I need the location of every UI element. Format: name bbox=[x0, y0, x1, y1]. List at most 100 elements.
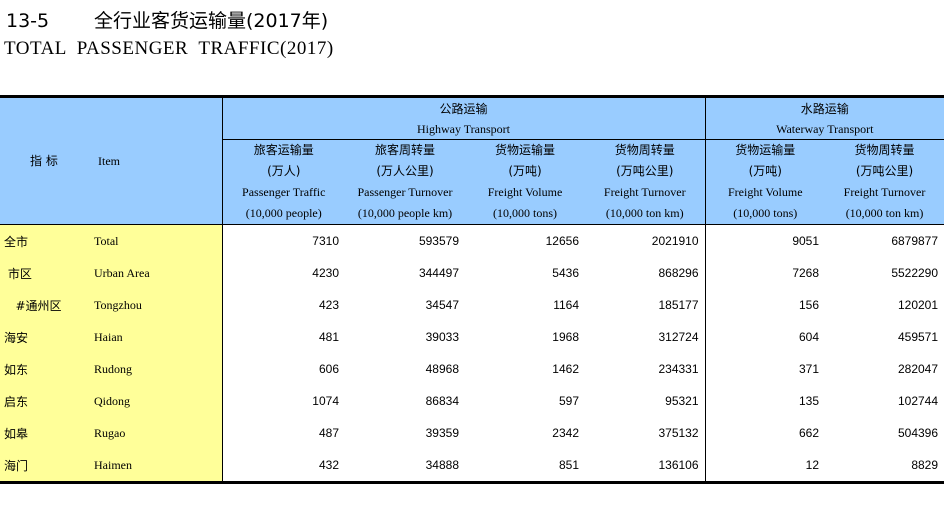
data-cell: 8829 bbox=[825, 449, 944, 484]
waterway-zh: 水路运输 bbox=[800, 102, 849, 116]
waterway-group-header: 水路运输 Waterway Transport bbox=[704, 95, 944, 140]
table-number: 13-5 bbox=[6, 10, 50, 32]
column-header-unit-zh: (万吨公里) bbox=[616, 164, 674, 178]
column-header-zh: 货物运输量 bbox=[735, 143, 796, 157]
table-title-en: TOTAL PASSENGER TRAFFIC(2017) bbox=[4, 38, 334, 59]
data-cell: 7310 bbox=[312, 233, 339, 248]
data-cell: 48968 bbox=[425, 362, 459, 376]
region-name-zh: 海安 bbox=[0, 321, 88, 353]
indicator-header-zh: 指 标 bbox=[0, 95, 88, 225]
column-header-zh: 货物周转量 bbox=[614, 143, 675, 157]
column-header-en: Passenger Turnover bbox=[357, 185, 453, 199]
column-header: 货物运输量 (万吨) Freight Volume (10,000 tons) bbox=[704, 139, 826, 225]
data-cell: 136106 bbox=[585, 449, 706, 484]
data-cell: 102744 bbox=[897, 394, 939, 408]
column-header-unit-en: (10,000 ton km) bbox=[845, 206, 924, 220]
column-header-en: Freight Volume bbox=[727, 185, 803, 199]
region-name-en: Haimen bbox=[88, 449, 223, 484]
region-name-en: Tongzhou bbox=[88, 289, 223, 321]
data-cell: 39359 bbox=[425, 426, 459, 440]
data-cell: 234331 bbox=[658, 362, 699, 376]
data-cell: 6879877 bbox=[891, 233, 939, 248]
region-name-zh: 全市 bbox=[0, 224, 88, 257]
data-cell: 375132 bbox=[658, 426, 699, 440]
data-cell: 12 bbox=[704, 449, 826, 484]
column-header-unit-zh: (万人公里) bbox=[376, 164, 434, 178]
data-cell: 5522290 bbox=[891, 266, 939, 280]
column-header-unit-en: (10,000 tons) bbox=[733, 206, 798, 220]
column-header: 旅客运输量 (万人) Passenger Traffic (10,000 people… bbox=[221, 139, 345, 225]
data-cell: 504396 bbox=[897, 426, 939, 440]
data-cell: 34888 bbox=[345, 449, 465, 484]
table-title-zh: 13-5 全行业客货运输量(2017年) bbox=[6, 6, 328, 33]
column-header-zh: 旅客周转量 bbox=[374, 143, 435, 157]
column-header: 货物运输量 (万吨) Freight Volume (10,000 tons) bbox=[465, 139, 585, 225]
column-header-en: Passenger Traffic bbox=[242, 185, 326, 199]
region-name-zh: 启东 bbox=[0, 385, 88, 417]
column-header-zh: 货物周转量 bbox=[854, 143, 915, 157]
data-cell: 95321 bbox=[665, 394, 699, 408]
column-header-unit-zh: (万吨) bbox=[748, 164, 782, 178]
column-header-unit-en: (10,000 people) bbox=[245, 206, 322, 220]
data-cell: 662 bbox=[704, 417, 826, 449]
region-name-en: Rudong bbox=[88, 353, 223, 385]
data-cell: 2021910 bbox=[651, 233, 699, 248]
highway-group-header: 公路运输 Highway Transport bbox=[221, 95, 706, 140]
table-row: #通州区 Tongzhou 423 34547 1164 185177 156 120201 bbox=[0, 289, 944, 321]
data-cell: 34547 bbox=[425, 298, 459, 312]
column-header-unit-zh: (万吨) bbox=[508, 164, 542, 178]
table-row: 海门 Haimen 432 34888 851 136106 12 8829 bbox=[0, 449, 944, 484]
data-cell: 1164 bbox=[553, 298, 579, 312]
column-header-en: Freight Turnover bbox=[603, 185, 686, 199]
data-cell: 312724 bbox=[658, 330, 699, 344]
data-cell: 39033 bbox=[425, 330, 459, 344]
data-cell: 423 bbox=[318, 298, 339, 312]
table-row: 全市 Total 7310 593579 12656 2021910 9051 6879877 bbox=[0, 224, 944, 257]
table-row: 如东 Rudong 606 48968 1462 234331 371 282047 bbox=[0, 353, 944, 385]
data-cell: 1074 bbox=[312, 394, 339, 408]
region-name-zh: 如东 bbox=[0, 353, 88, 385]
data-cell: 593579 bbox=[418, 233, 459, 248]
data-cell: 12656 bbox=[545, 233, 579, 248]
column-header-zh: 货物运输量 bbox=[494, 143, 555, 157]
data-cell: 4230 bbox=[312, 266, 339, 280]
data-cell: 344497 bbox=[418, 266, 459, 280]
region-name-zh: 海门 bbox=[0, 449, 88, 484]
region-name-en: Rugao bbox=[88, 417, 223, 449]
data-cell: 135 bbox=[704, 385, 826, 417]
region-name-zh: 市区 bbox=[0, 257, 88, 289]
column-header-unit-en: (10,000 tons) bbox=[493, 206, 557, 220]
data-cell: 371 bbox=[704, 353, 826, 385]
data-cell: 481 bbox=[318, 330, 339, 344]
title-zh: 全行业客货运输量(2017年) bbox=[94, 10, 329, 32]
data-cell: 2342 bbox=[552, 426, 579, 440]
column-header-unit-zh: (万人) bbox=[267, 164, 301, 178]
table-row: 市区 Urban Area 4230 344497 5436 868296 7268 5522… bbox=[0, 257, 944, 289]
column-header: 货物周转量 (万吨公里) Freight Turnover (10,000 ton k… bbox=[585, 139, 706, 225]
column-header-unit-en: (10,000 ton km) bbox=[605, 206, 684, 220]
data-cell: 459571 bbox=[897, 330, 939, 344]
column-header: 货物周转量 (万吨公里) Freight Turnover (10,000 ton k… bbox=[825, 139, 944, 225]
region-name-en: Total bbox=[88, 224, 223, 257]
data-cell: 604 bbox=[704, 321, 826, 353]
data-cell: 156 bbox=[704, 289, 826, 321]
data-cell: 606 bbox=[318, 362, 339, 376]
table-row: 启东 Qidong 1074 86834 597 95321 135 102744 bbox=[0, 385, 944, 417]
data-cell: 432 bbox=[222, 449, 345, 484]
data-cell: 185177 bbox=[658, 298, 699, 312]
data-cell: 851 bbox=[465, 449, 585, 484]
region-name-en: Urban Area bbox=[88, 257, 223, 289]
column-header-unit-zh: (万吨公里) bbox=[855, 164, 914, 178]
data-cell: 9051 bbox=[704, 224, 826, 257]
table-row: 如皋 Rugao 487 39359 2342 375132 662 504396 bbox=[0, 417, 944, 449]
data-cell: 868296 bbox=[658, 266, 699, 280]
data-cell: 597 bbox=[558, 394, 579, 408]
data-cell: 282047 bbox=[897, 362, 939, 376]
region-name-en: Qidong bbox=[88, 385, 223, 417]
table-row: 海安 Haian 481 39033 1968 312724 604 459571 bbox=[0, 321, 944, 353]
highway-zh: 公路运输 bbox=[439, 102, 488, 116]
data-cell: 1462 bbox=[552, 362, 579, 376]
column-header-en: Freight Turnover bbox=[843, 185, 926, 199]
region-name-zh: #通州区 bbox=[0, 289, 88, 321]
data-cell: 120201 bbox=[897, 298, 939, 312]
